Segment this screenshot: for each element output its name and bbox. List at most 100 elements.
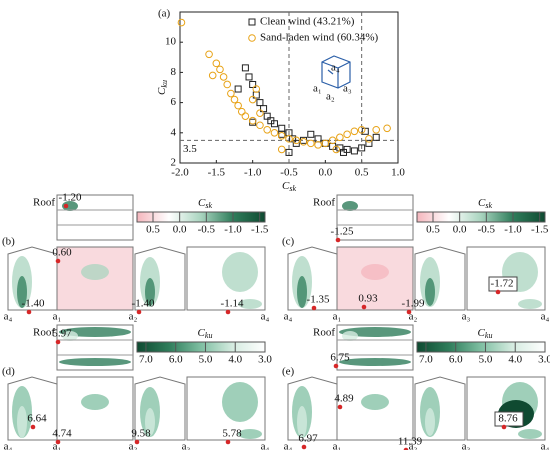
extreme-point	[335, 237, 341, 243]
point	[256, 121, 264, 130]
axis-label-main: C	[478, 327, 486, 339]
wind-arrow	[327, 69, 334, 75]
axis-label: Csk	[198, 197, 212, 210]
contour-band	[81, 264, 109, 280]
face-label: a₄	[284, 441, 293, 450]
contour-band	[339, 358, 411, 366]
axis-label-sub: sk	[289, 184, 296, 193]
contour-band	[145, 278, 155, 306]
colorbar	[416, 341, 546, 353]
point	[372, 133, 380, 141]
point	[278, 124, 286, 132]
point	[216, 65, 224, 74]
contour-band	[81, 394, 109, 410]
annotation: 6.64	[27, 413, 47, 425]
point	[256, 109, 264, 117]
point	[212, 59, 221, 68]
point	[270, 129, 279, 137]
contour-band	[518, 299, 542, 309]
x-tick-label: 0.5	[355, 167, 369, 179]
point	[241, 112, 250, 120]
x-tick-label: -2.0	[171, 167, 189, 179]
point	[241, 64, 249, 72]
extreme-point	[134, 439, 140, 445]
point	[372, 125, 381, 134]
face-label: a₂	[129, 441, 138, 450]
colorbar-tick-label: 3.0	[538, 354, 550, 366]
y-tick-label: 6	[171, 96, 177, 108]
legend-marker	[248, 18, 256, 26]
point	[249, 80, 257, 88]
colorbar-tick-label: 6.0	[169, 354, 183, 366]
axis-label-sub: sk	[205, 201, 212, 210]
point	[336, 144, 344, 152]
axis-label: Cku	[478, 327, 493, 340]
colorbar-tick-label: 3.0	[258, 354, 272, 366]
annotation: 4.89	[334, 393, 354, 405]
contour-band	[62, 201, 78, 211]
point	[365, 139, 373, 147]
contour-band	[59, 228, 131, 236]
annotation: -1.40	[132, 298, 155, 310]
inset-label: a₂	[326, 91, 335, 103]
axis-label-main: C	[198, 327, 206, 339]
colorbar-tick-label: 5.0	[479, 354, 493, 366]
face-label: a₁	[53, 441, 62, 450]
point	[230, 95, 239, 104]
colorbar-tick-label: 4.0	[228, 354, 242, 366]
extreme-point	[225, 439, 231, 445]
contour-band	[238, 429, 262, 439]
extreme-point	[55, 439, 61, 445]
contour-band	[425, 278, 435, 306]
annotation: 0.60	[52, 247, 72, 259]
point	[270, 120, 278, 128]
point	[307, 130, 315, 138]
point	[263, 125, 272, 134]
point	[208, 71, 217, 80]
point	[237, 107, 246, 116]
label-box	[494, 411, 524, 427]
point	[292, 136, 301, 145]
face-label: a₄	[4, 311, 13, 323]
point	[383, 124, 391, 133]
contour-band	[222, 252, 258, 292]
point	[277, 132, 286, 140]
annotation: 5.97	[52, 328, 72, 340]
annotation: 8.76	[498, 413, 518, 425]
point	[285, 135, 293, 143]
point	[219, 73, 228, 81]
y-tick-label: 8	[171, 66, 177, 78]
face-label: a₄	[284, 311, 293, 323]
point	[340, 148, 347, 156]
point	[252, 85, 261, 93]
extreme-point	[495, 289, 501, 295]
colorbar-tick-label: -0.5	[478, 224, 496, 236]
point	[248, 95, 257, 104]
panel-label: (d)	[2, 366, 15, 378]
colorbar-tick-label: -1.0	[224, 224, 242, 236]
face-label: a₄	[261, 311, 270, 323]
point	[256, 99, 264, 107]
x-tick-label: -0.5	[280, 167, 298, 179]
extreme-point	[311, 305, 317, 311]
point	[332, 145, 341, 154]
point	[358, 144, 366, 152]
axis-label-sub: ku	[205, 331, 213, 340]
contour-band	[342, 201, 358, 211]
contour-panel: (c) Roof a₄ a₁ a₂ a₃ a₄ -1.25 0.93 -1.35 -1.99 -1.7…	[282, 194, 550, 323]
annotation: 9.58	[131, 428, 151, 440]
point	[328, 136, 337, 145]
x-tick-label: 0.0	[318, 167, 332, 179]
contour-band	[342, 331, 358, 341]
colorbar-tick-label: -1.5	[251, 224, 269, 236]
building-outline	[321, 55, 351, 89]
contour-band	[222, 382, 258, 422]
y-tick-label: 2	[171, 157, 177, 169]
contour-band	[339, 228, 411, 236]
colorbar-tick-label: -1.0	[504, 224, 522, 236]
point	[350, 147, 358, 155]
panel-label: (e)	[282, 366, 295, 378]
point	[248, 116, 257, 125]
face-label: a₄	[541, 311, 550, 323]
